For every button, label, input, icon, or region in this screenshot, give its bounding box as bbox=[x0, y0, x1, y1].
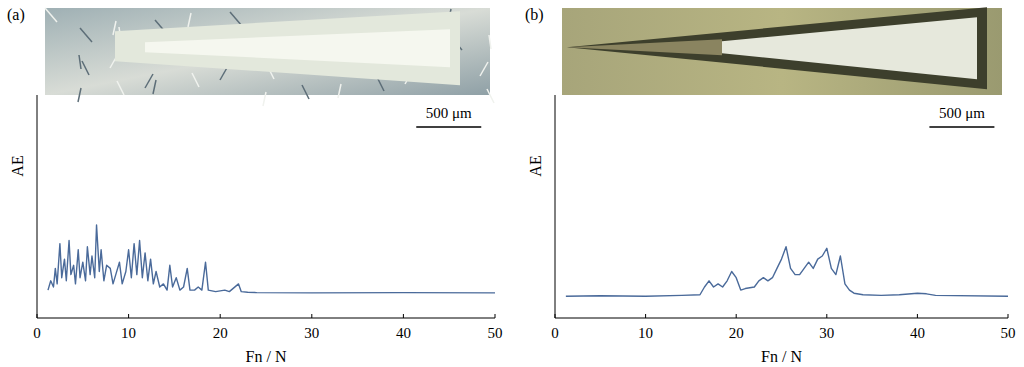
x-tick bbox=[37, 314, 38, 318]
x-tick bbox=[1008, 314, 1009, 318]
y-axis bbox=[555, 95, 556, 318]
panel-label: (b) bbox=[525, 6, 544, 24]
crack bbox=[188, 13, 191, 27]
panel: 500 μm 0 10 20 30 40 50 Fn / N AE (b) bbox=[525, 6, 1016, 365]
x-tick-label: 20 bbox=[213, 325, 228, 341]
ae-line bbox=[566, 247, 1008, 297]
scratch-edge bbox=[567, 7, 987, 89]
scratch-track bbox=[722, 17, 977, 79]
x-tick-label: 40 bbox=[396, 325, 411, 341]
crack bbox=[153, 80, 156, 94]
plot-area bbox=[566, 247, 1008, 297]
panel-label: (a) bbox=[7, 6, 25, 24]
panel: 500 μm 0 10 20 30 40 50 Fn / N AE (a) bbox=[7, 6, 503, 365]
x-tick bbox=[736, 314, 737, 318]
x-tick bbox=[495, 314, 496, 318]
x-tick-label: 50 bbox=[1001, 325, 1016, 341]
micrograph bbox=[562, 8, 1002, 95]
scratch-start bbox=[567, 39, 722, 55]
crack bbox=[192, 73, 199, 87]
y-axis bbox=[37, 95, 38, 318]
x-tick bbox=[403, 314, 404, 318]
crack bbox=[338, 84, 341, 98]
scale-bar-label: 500 μm bbox=[426, 105, 472, 121]
scratch-track bbox=[115, 11, 460, 85]
x-tick-label: 0 bbox=[551, 325, 559, 341]
crack bbox=[79, 55, 81, 69]
crack bbox=[302, 85, 309, 99]
x-axis bbox=[555, 318, 1008, 319]
crack bbox=[78, 88, 81, 102]
y-axis-title: AE bbox=[9, 155, 26, 176]
crack bbox=[80, 28, 92, 42]
x-tick-label: 10 bbox=[121, 325, 136, 341]
crack bbox=[45, 8, 57, 22]
x-tick-label: 30 bbox=[819, 325, 834, 341]
plot-area bbox=[48, 225, 495, 293]
x-tick-label: 20 bbox=[729, 325, 744, 341]
x-tick-label: 40 bbox=[910, 325, 925, 341]
scale-bar bbox=[416, 126, 481, 128]
crack bbox=[480, 62, 488, 76]
x-tick bbox=[826, 314, 827, 318]
crack bbox=[82, 61, 89, 75]
x-tick bbox=[645, 314, 646, 318]
x-tick-label: 50 bbox=[488, 325, 503, 341]
x-axis bbox=[37, 318, 495, 319]
x-tick bbox=[128, 314, 129, 318]
figure: 500 μm 0 10 20 30 40 50 Fn / N AE (a) 500 μm 0 10 20 3… bbox=[0, 0, 1024, 367]
x-tick bbox=[555, 314, 556, 318]
x-axis-title: Fn / N bbox=[246, 348, 287, 365]
scale-bar bbox=[929, 126, 994, 128]
scratch-core bbox=[145, 29, 450, 67]
crack bbox=[117, 81, 124, 95]
crack bbox=[489, 35, 491, 49]
crack bbox=[487, 89, 494, 103]
crack bbox=[145, 74, 153, 88]
crack bbox=[263, 92, 266, 106]
x-tick-label: 30 bbox=[304, 325, 319, 341]
x-axis-title: Fn / N bbox=[761, 348, 802, 365]
ae-line bbox=[48, 225, 495, 293]
x-tick-label: 0 bbox=[33, 325, 41, 341]
x-tick bbox=[917, 314, 918, 318]
y-axis-title: AE bbox=[527, 155, 544, 176]
x-tick bbox=[220, 314, 221, 318]
scale-bar-label: 500 μm bbox=[939, 105, 985, 121]
x-tick bbox=[311, 314, 312, 318]
x-tick-label: 10 bbox=[638, 325, 653, 341]
micrograph bbox=[45, 8, 490, 95]
